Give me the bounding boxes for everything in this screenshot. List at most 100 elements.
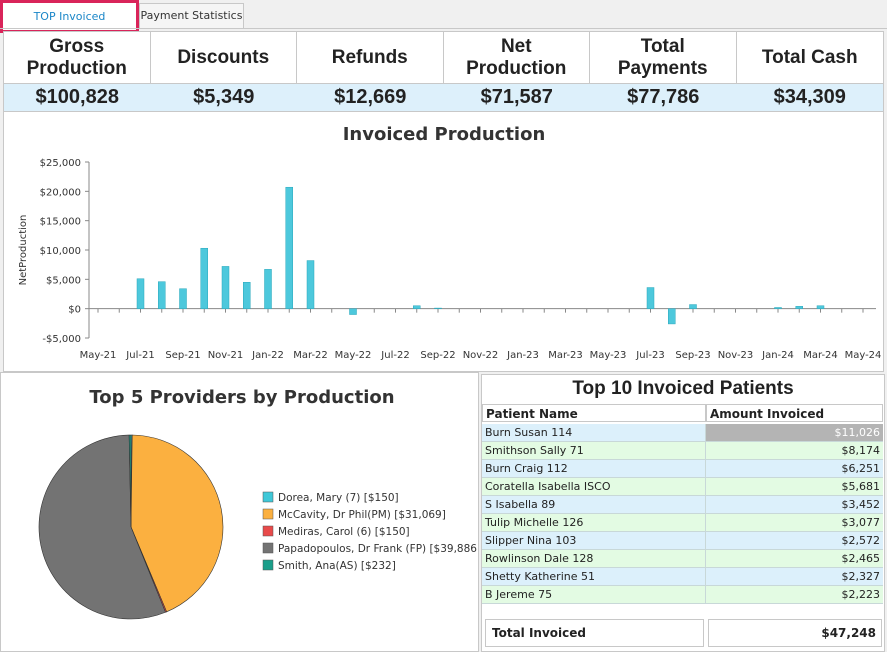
bar [264,269,272,309]
x-tick-label: Jul-23 [635,350,664,361]
amount-cell: $2,465 [706,550,883,568]
table-row: Smithson Sally 71 $8,174 [482,442,883,460]
summary-value: $12,669 [297,84,444,111]
amount-cell: $6,251 [706,460,883,478]
pie-slice [128,434,132,528]
pie-slice [38,434,166,620]
y-tick-label: $15,000 [40,217,81,228]
x-tick-label: Mar-22 [293,350,328,361]
table-row: Burn Craig 112 $6,251 [482,460,883,478]
y-tick-label: $10,000 [40,246,81,257]
pie-chart: Top 5 Providers by Production Dorea, Mary… [0,372,479,652]
x-tick-label: Sep-23 [675,350,710,361]
tab[interactable]: Payment Statistics [139,3,244,29]
legend-label: McCavity, Dr Phil(PM) [$31,069] [278,509,446,521]
name-cell: Smithson Sally 71 [482,442,706,460]
bar [243,282,251,309]
amount-cell: $11,026 [706,424,883,442]
table-row: Coratella Isabella ISCO $5,681 [482,478,883,496]
bar-chart: Invoiced Production NetProduction -$5,000 $… [3,111,884,372]
bar [668,308,676,325]
summary-value: $77,786 [590,84,737,111]
y-tick-label: $20,000 [40,187,81,198]
name-cell: Coratella Isabella ISCO [482,478,706,496]
total-value: $47,248 [708,619,882,647]
x-tick-label: Sep-21 [165,350,200,361]
x-tick-label: Jul-21 [125,350,154,361]
name-cell: Tulip Michelle 126 [482,514,706,532]
bar [434,307,442,309]
legend-label: Dorea, Mary (7) [$150] [278,492,399,504]
summary-value: $71,587 [443,84,590,111]
amount-cell: $3,452 [706,496,883,514]
bar [795,306,803,309]
x-tick-label: May-22 [335,350,372,361]
summary-header: Net Production [443,32,590,84]
y-tick-label: $0 [68,305,81,316]
table-row: B Jereme 75 $2,223 [482,586,883,604]
amount-cell: $2,223 [706,586,883,604]
bar [689,304,697,309]
bar [816,305,825,309]
y-axis-label: NetProduction [18,215,29,286]
legend-swatch [262,508,274,520]
legend-swatch [262,491,274,503]
x-tick-label: Nov-21 [208,350,244,361]
legend-swatch [262,525,274,537]
x-tick-label: May-21 [80,350,117,361]
x-tick-label: Jan-23 [506,350,539,361]
name-cell: S Isabella 89 [482,496,706,514]
legend-swatch [262,559,274,571]
summary-value: $100,828 [4,84,151,111]
amount-cell: $3,077 [706,514,883,532]
x-tick-label: Jan-24 [761,350,794,361]
bar [200,247,208,309]
total-label: Total Invoiced [485,619,704,647]
name-cell: Slipper Nina 103 [482,532,706,550]
x-tick-label: May-24 [845,350,882,361]
amount-cell: $2,327 [706,568,883,586]
table-row: S Isabella 89 $3,452 [482,496,883,514]
header-cell: Amount Invoiced [706,404,883,422]
x-tick-label: Mar-24 [803,350,838,361]
x-tick-label: Jul-22 [380,350,409,361]
tab-line [0,28,887,29]
x-tick-label: Mar-23 [548,350,583,361]
name-cell: Burn Susan 114 [482,424,706,442]
table-row: Rowlinson Dale 128 $2,465 [482,550,883,568]
summary-header: Total Cash [736,32,883,84]
legend-label: Papadopoulos, Dr Frank (FP) [$39,886] [278,543,479,555]
patients-table: Top 10 Invoiced Patients Patient Name Am… [481,374,885,652]
chart-title: Top 5 Providers by Production [89,387,394,408]
x-tick-label: Nov-22 [463,350,499,361]
bar [349,308,357,315]
summary-value: $34,309 [736,84,883,111]
bar [646,287,655,309]
bar [306,260,315,309]
bar [136,278,145,309]
name-cell: Shetty Katherine 51 [482,568,706,586]
summary-header: Gross Production [4,32,151,84]
legend-swatch [262,542,274,554]
summary-header: Discounts [150,32,297,84]
y-tick-label: $25,000 [40,158,81,169]
bar [221,266,230,309]
legend-label: Mediras, Carol (6) [$150] [278,526,410,538]
bar [285,186,293,309]
tab[interactable]: TOP Invoiced Production [0,0,139,50]
pie-slice [130,434,224,613]
table-title: Top 10 Invoiced Patients [572,378,794,399]
x-tick-label: May-23 [590,350,627,361]
table-row: Slipper Nina 103 $2,572 [482,532,883,550]
bar [413,305,421,309]
amount-cell: $5,681 [706,478,883,496]
bar [158,281,166,309]
y-tick-label: -$5,000 [42,334,81,345]
table-row: Burn Susan 114 $11,026 [482,424,883,442]
bar [774,307,782,309]
summary: Gross Production Discounts Refunds Net Prod… [3,31,884,111]
table-row: Shetty Katherine 51 $2,327 [482,568,883,586]
summary-header: Total Payments [590,32,737,84]
x-tick-label: Sep-22 [420,350,455,361]
